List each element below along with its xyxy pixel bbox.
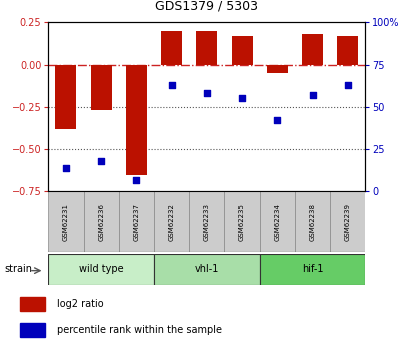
Text: vhl-1: vhl-1: [194, 264, 219, 274]
Bar: [302, 34, 323, 65]
Point: [309, 92, 316, 98]
Point: [133, 177, 140, 183]
Bar: [154, 191, 189, 252]
Point: [168, 82, 175, 88]
Bar: [161, 31, 182, 65]
Text: GSM62234: GSM62234: [274, 203, 280, 240]
Bar: [337, 36, 358, 65]
Point: [274, 118, 281, 123]
Text: GSM62238: GSM62238: [310, 203, 315, 241]
Text: strain: strain: [4, 264, 32, 274]
Text: wild type: wild type: [79, 264, 123, 274]
Point: [98, 158, 105, 164]
Bar: [260, 254, 365, 285]
Bar: [84, 191, 119, 252]
Text: percentile rank within the sample: percentile rank within the sample: [57, 325, 222, 335]
Bar: [91, 65, 112, 110]
Text: GSM62235: GSM62235: [239, 203, 245, 240]
Text: GSM62237: GSM62237: [134, 203, 139, 241]
Text: log2 ratio: log2 ratio: [57, 298, 103, 308]
Text: GSM62232: GSM62232: [168, 203, 175, 240]
Bar: [119, 191, 154, 252]
Bar: [196, 31, 218, 65]
Point: [203, 91, 210, 96]
Bar: [55, 65, 76, 129]
Bar: [48, 191, 84, 252]
Bar: [224, 191, 260, 252]
Text: GSM62236: GSM62236: [98, 203, 104, 241]
Point: [239, 96, 245, 101]
Bar: [154, 254, 260, 285]
Bar: [231, 36, 253, 65]
Bar: [21, 297, 45, 310]
Text: GSM62231: GSM62231: [63, 203, 69, 241]
Point: [344, 82, 351, 88]
Bar: [189, 191, 224, 252]
Bar: [260, 191, 295, 252]
Text: hif-1: hif-1: [302, 264, 323, 274]
Bar: [48, 254, 154, 285]
Bar: [330, 191, 365, 252]
Text: GSM62233: GSM62233: [204, 203, 210, 241]
Bar: [295, 191, 330, 252]
Point: [63, 165, 69, 170]
Bar: [21, 323, 45, 337]
Bar: [126, 65, 147, 175]
Bar: [267, 65, 288, 73]
Text: GSM62239: GSM62239: [345, 203, 351, 241]
Text: GDS1379 / 5303: GDS1379 / 5303: [155, 0, 258, 12]
